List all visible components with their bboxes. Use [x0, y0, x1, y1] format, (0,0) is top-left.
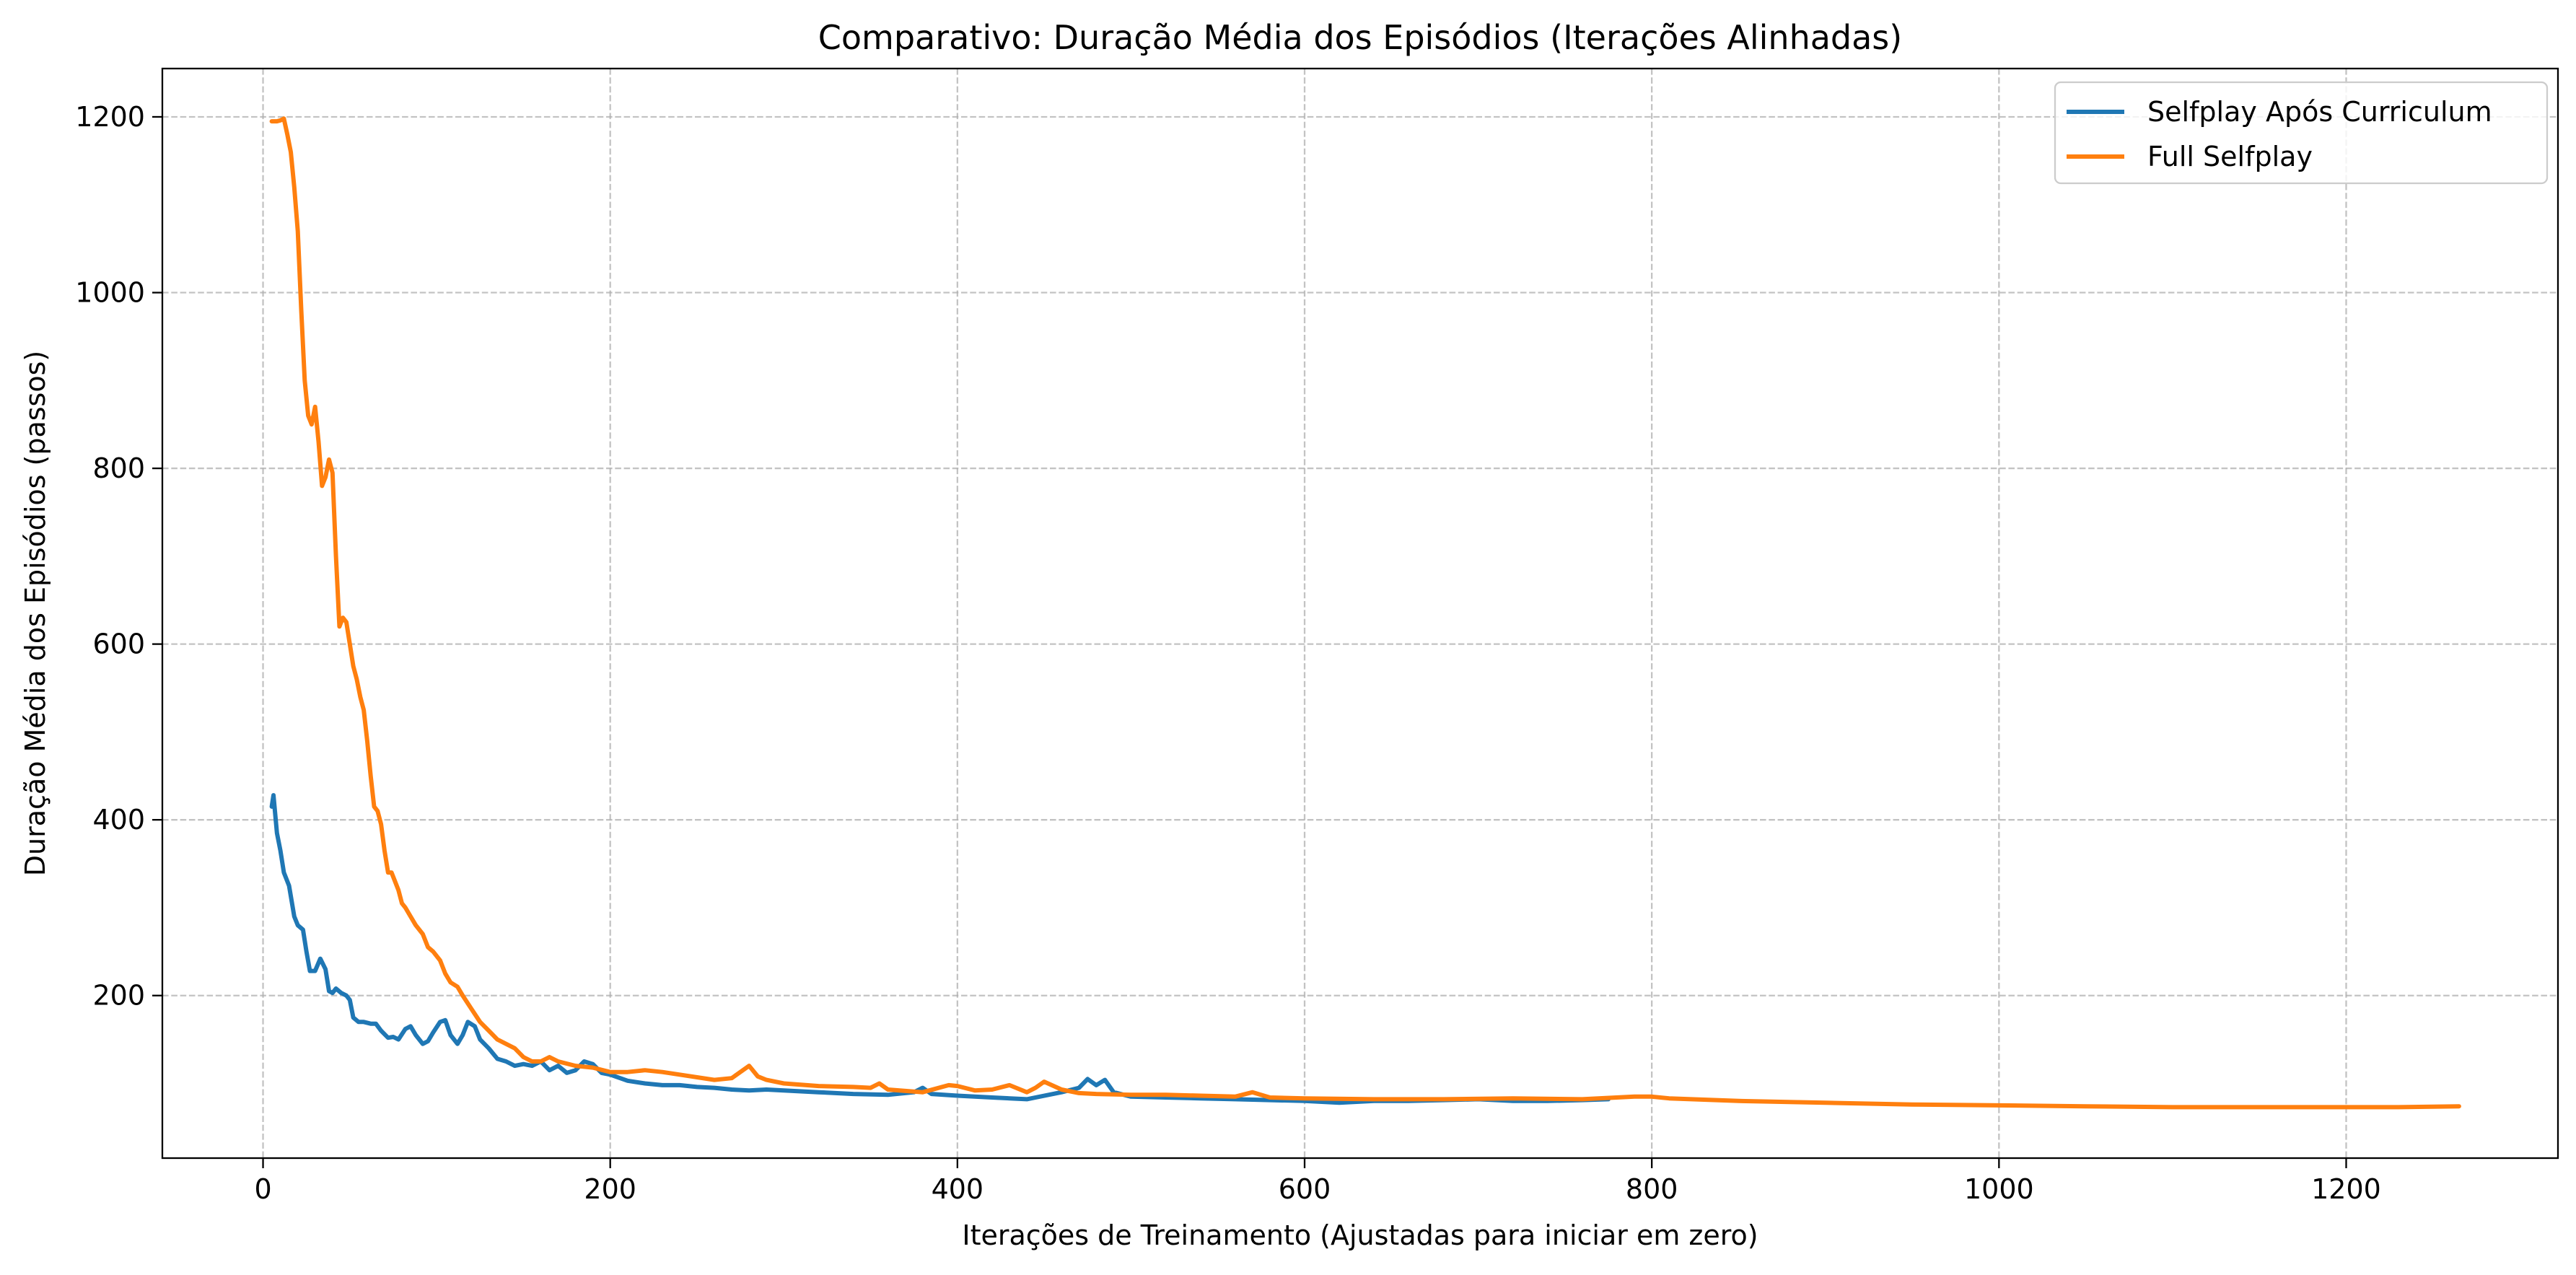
x-axis-label: Iterações de Treinamento (Ajustadas para…	[962, 1219, 1758, 1251]
chart-title: Comparativo: Duração Média dos Episódios…	[818, 18, 1902, 57]
x-tick-label: 400	[932, 1173, 984, 1205]
legend: Selfplay Após Curriculum Full Selfplay	[2054, 81, 2549, 185]
plot-frame	[161, 67, 2559, 1160]
x-tick-label: 1200	[2311, 1173, 2381, 1205]
x-tick-label: 0	[254, 1173, 271, 1205]
x-tick-label: 200	[584, 1173, 636, 1205]
y-tick-label: 400	[92, 804, 145, 836]
legend-label-1: Full Selfplay	[2147, 141, 2313, 172]
y-axis-label: Duração Média dos Episódios (passos)	[19, 351, 51, 876]
legend-label-0: Selfplay Após Curriculum	[2147, 96, 2492, 128]
x-tick-label: 800	[1626, 1173, 1678, 1205]
grid	[162, 69, 2558, 1158]
x-tick-label: 600	[1279, 1173, 1331, 1205]
series-layer	[269, 116, 2461, 1110]
legend-box	[2054, 81, 2549, 185]
y-tick-label: 1200	[75, 101, 145, 133]
series-line-1	[269, 116, 2461, 1110]
y-tick-label: 600	[92, 628, 145, 660]
y-tick-label: 1000	[75, 277, 145, 309]
series-line-0	[269, 793, 1611, 1105]
ticks: 0 200 400 600 800 1000 1200 200 400 600 800 1000 120…	[75, 101, 2381, 1205]
y-tick-label: 200	[92, 980, 145, 1012]
y-tick-label: 800	[92, 452, 145, 484]
x-tick-label: 1000	[1964, 1173, 2034, 1205]
